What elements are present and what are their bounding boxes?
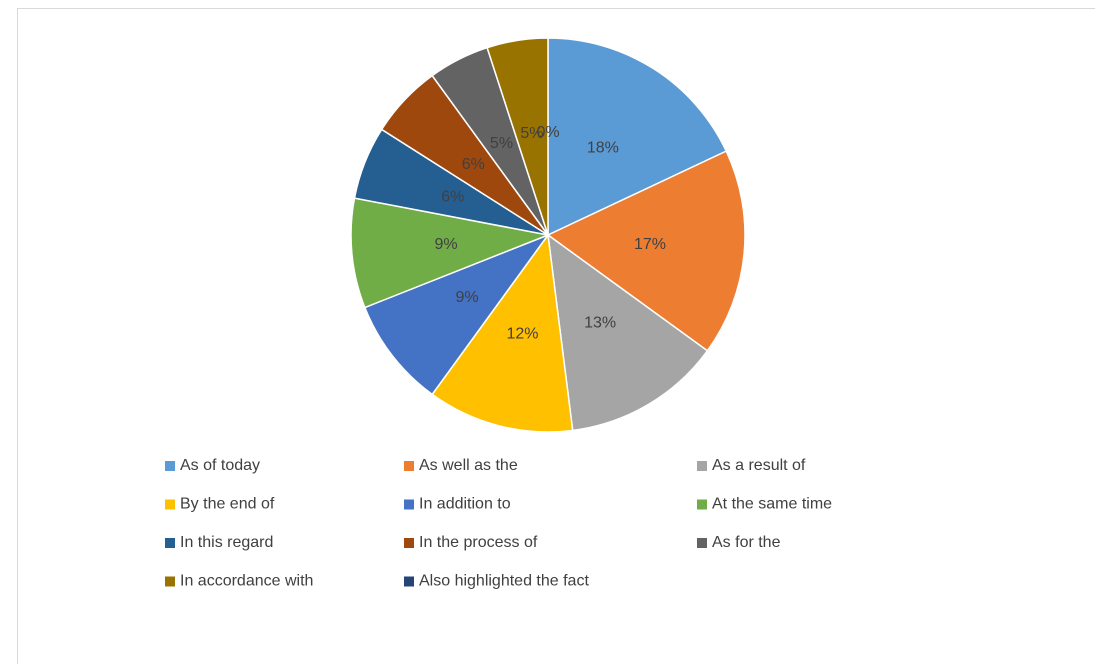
pie-slice: [547, 37, 728, 237]
data-label: 9%: [434, 236, 457, 253]
data-label: 13%: [584, 314, 616, 331]
legend-label: As well as the: [419, 457, 518, 474]
legend-label: In addition to: [419, 496, 511, 513]
pie-slice: [431, 233, 574, 433]
pie-slice: [547, 233, 709, 432]
legend-swatch: [404, 538, 414, 548]
legend-label: As of today: [180, 457, 260, 474]
pie-slice: [363, 233, 551, 396]
chart-frame: [17, 8, 1095, 664]
legend-swatch: [165, 538, 175, 548]
legend-swatch: [165, 576, 175, 587]
pie-slice: [350, 197, 551, 309]
legend-label: In this regard: [180, 534, 273, 551]
legend-swatch: [697, 499, 707, 510]
data-label: 12%: [507, 325, 539, 342]
legend-label: At the same time: [712, 496, 832, 513]
legend-swatch: [165, 499, 175, 510]
pie-slice: [546, 150, 746, 352]
legend-swatch: [404, 461, 414, 471]
legend-swatch: [697, 461, 707, 471]
legend-label: In the process of: [419, 534, 538, 551]
legend-swatch: [697, 538, 707, 548]
legend-label: In accordance with: [180, 573, 313, 590]
data-label: 5%: [490, 135, 513, 152]
legend-label: By the end of: [180, 496, 275, 513]
data-label: 0%: [536, 124, 559, 141]
data-label: 5%: [520, 125, 543, 142]
legend-label: As for the: [712, 534, 781, 551]
data-label: 17%: [634, 236, 666, 253]
legend-swatch: [165, 461, 175, 471]
legend-label: As a result of: [712, 457, 806, 474]
legend-label: Also highlighted the fact: [419, 573, 589, 590]
data-label: 9%: [455, 289, 478, 306]
pie-slice: [486, 37, 549, 236]
legend-swatch: [404, 499, 414, 510]
data-label: 18%: [587, 140, 619, 157]
data-label: 6%: [462, 156, 485, 173]
data-label: 6%: [441, 189, 464, 206]
legend-swatch: [404, 576, 414, 587]
